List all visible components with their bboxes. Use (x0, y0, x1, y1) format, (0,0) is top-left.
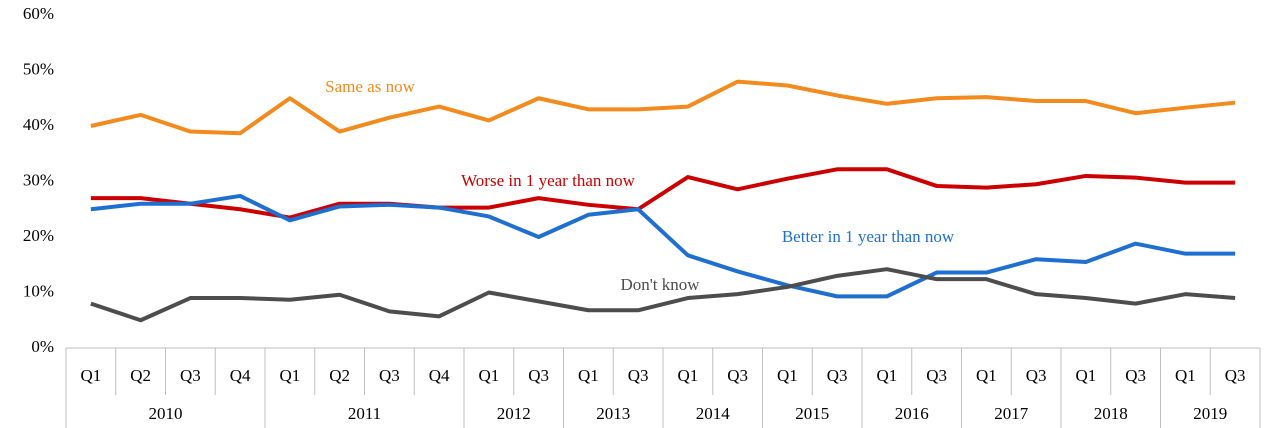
x-tick-label: Q3 (628, 366, 649, 385)
x-group-label: 2018 (1094, 404, 1128, 423)
series-label: Don't know (620, 275, 700, 294)
x-group-label: 2010 (149, 404, 183, 423)
series-label: Better in 1 year than now (782, 227, 955, 246)
x-group-label: 2016 (895, 404, 929, 423)
x-tick-label: Q2 (329, 366, 350, 385)
x-tick-label: Q3 (1026, 366, 1047, 385)
x-group-label: 2015 (795, 404, 829, 423)
series-line (90, 79, 1236, 136)
x-tick-label: Q1 (976, 366, 997, 385)
x-tick-label: Q1 (876, 366, 897, 385)
x-tick-label: Q3 (727, 366, 748, 385)
x-tick-label: Q1 (1175, 366, 1196, 385)
x-tick-label: Q3 (528, 366, 549, 385)
x-tick-label: Q3 (1225, 366, 1246, 385)
y-tick-label: 50% (23, 59, 54, 78)
y-tick-label: 20% (23, 226, 54, 245)
x-tick-label: Q4 (429, 366, 450, 385)
x-tick-label: Q1 (478, 366, 499, 385)
series-line (90, 193, 1236, 299)
y-tick-label: 40% (23, 115, 54, 134)
x-tick-label: Q1 (578, 366, 599, 385)
x-group-label: 2011 (348, 404, 381, 423)
x-tick-label: Q1 (279, 366, 300, 385)
x-tick-label: Q3 (180, 366, 201, 385)
x-group-label: 2013 (596, 404, 630, 423)
x-tick-label: Q1 (677, 366, 698, 385)
series-label: Same as now (325, 77, 415, 96)
x-group-label: 2012 (497, 404, 531, 423)
y-tick-label: 0% (31, 337, 54, 356)
series-label: Worse in 1 year than now (461, 171, 636, 190)
x-tick-label: Q1 (1075, 366, 1096, 385)
y-tick-label: 60% (23, 4, 54, 23)
y-tick-label: 30% (23, 170, 54, 189)
x-tick-label: Q3 (827, 366, 848, 385)
x-tick-label: Q2 (130, 366, 151, 385)
x-tick-label: Q3 (926, 366, 947, 385)
series-line (90, 167, 1236, 220)
x-tick-label: Q3 (1125, 366, 1146, 385)
x-group-label: 2019 (1193, 404, 1227, 423)
x-tick-label: Q3 (379, 366, 400, 385)
x-tick-label: Q1 (80, 366, 101, 385)
x-tick-label: Q1 (777, 366, 798, 385)
y-tick-label: 10% (23, 281, 54, 300)
x-group-label: 2017 (994, 404, 1029, 423)
x-tick-label: Q4 (230, 366, 251, 385)
x-group-label: 2014 (696, 404, 731, 423)
series-line (90, 267, 1236, 323)
